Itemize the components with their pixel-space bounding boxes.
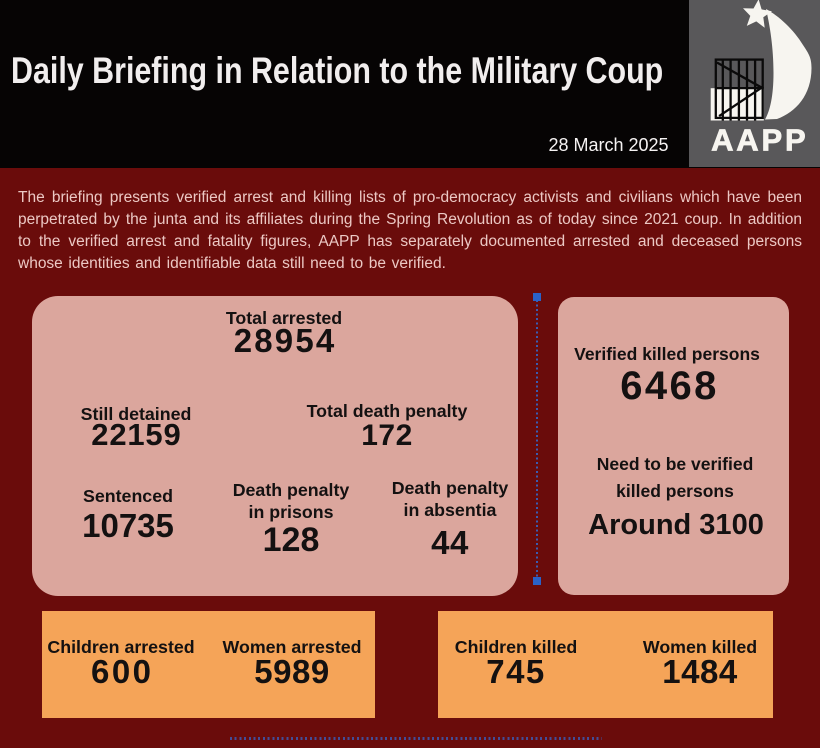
svg-text:AAPP: AAPP: [711, 123, 808, 158]
